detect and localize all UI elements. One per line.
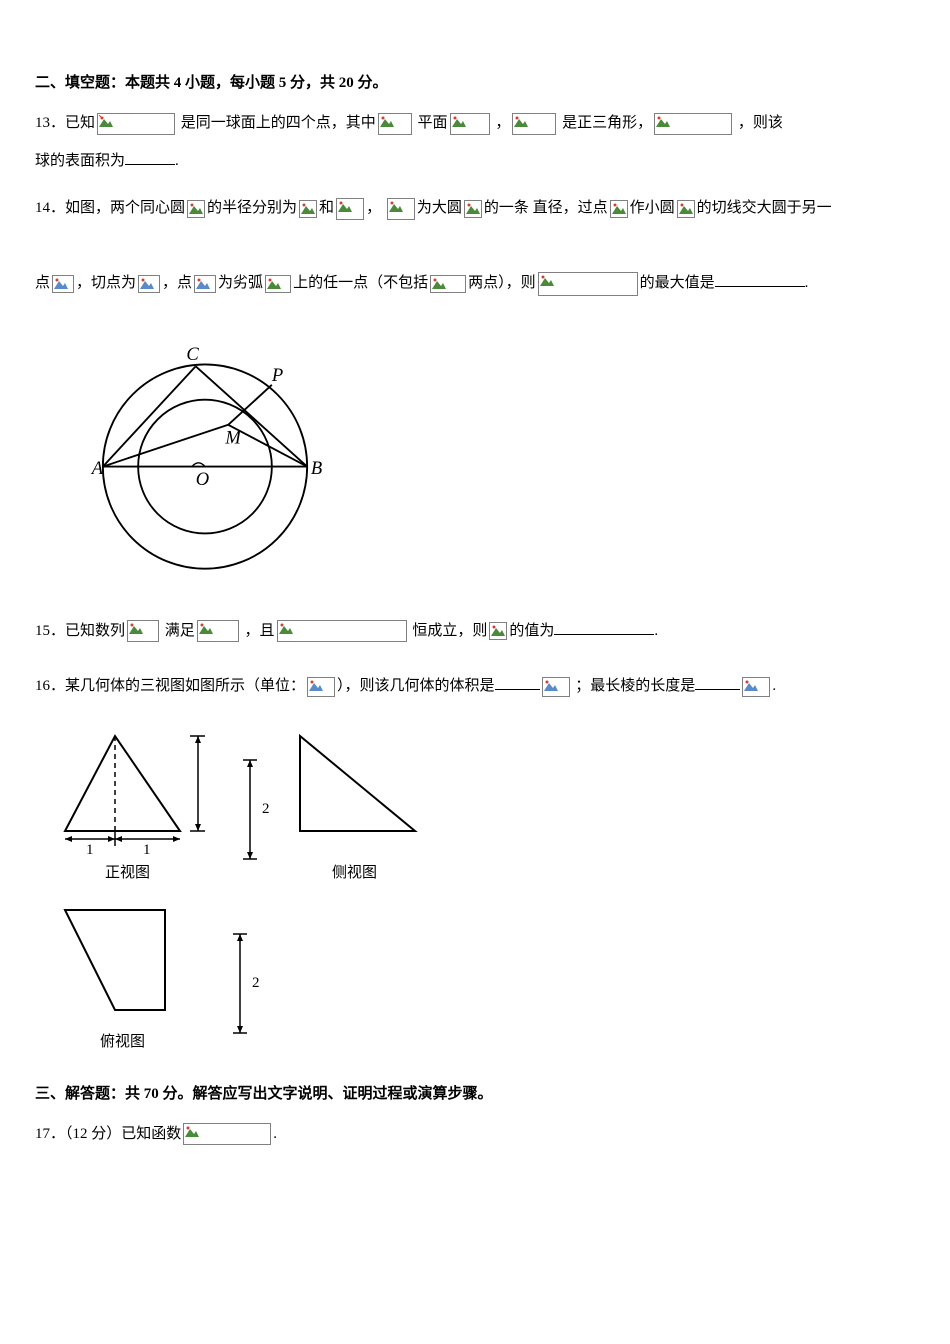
q15-t1: 已知数列 <box>65 623 125 639</box>
q13-l2b: . <box>175 153 179 169</box>
q14-l2b: ，切点为 <box>76 275 136 291</box>
q14-l2e: 上的任一点（不包括 <box>293 275 428 291</box>
question-16: 16．某几何体的三视图如图所示（单位： ），则该几何体的体积是 ；最长棱的长度是. <box>35 668 915 706</box>
q14-t2: 的半径分别为 <box>207 200 297 216</box>
dim-1b: 1 <box>143 842 151 856</box>
question-17: 17．（12 分）已知函数. <box>35 1116 915 1154</box>
broken-formula-icon <box>450 113 490 135</box>
broken-formula-icon <box>187 200 205 218</box>
label-P: P <box>271 365 283 386</box>
broken-formula-icon <box>677 200 695 218</box>
answer-blank[interactable] <box>695 675 740 690</box>
q15-num: 15． <box>35 623 65 639</box>
broken-formula-icon <box>97 113 175 135</box>
q14-l2h: . <box>805 275 809 291</box>
q14-l2g: 的最大值是 <box>640 275 715 291</box>
label-A: A <box>90 458 104 479</box>
dim-2-top: 2 <box>252 970 260 997</box>
q14-l2c: ，点 <box>162 275 192 291</box>
question-14: 14．如图，两个同心圆 的半径分别为 和 ， 为大圆 的一条 直径，过点 作小圆 的切线交大… <box>35 190 915 303</box>
front-view-label: 正视图 <box>105 860 150 887</box>
broken-formula-icon <box>336 198 364 220</box>
broken-formula-icon <box>542 677 570 697</box>
label-O: O <box>196 469 209 490</box>
q17-num: 17． <box>35 1126 65 1142</box>
answer-blank[interactable] <box>495 675 540 690</box>
answer-blank[interactable] <box>125 150 175 165</box>
broken-formula-icon <box>538 272 638 296</box>
broken-formula-icon <box>277 620 407 642</box>
q13-t5: 是正三角形， <box>562 115 652 131</box>
label-B: B <box>311 458 322 479</box>
front-view-block: 1 1 2 正视图 <box>50 721 205 887</box>
top-view-label: 俯视图 <box>100 1029 145 1056</box>
q16-t3: ；最长棱的长度是 <box>575 678 695 694</box>
q14-num: 14． <box>35 200 65 216</box>
q14-t6: 的一条 直径，过点 <box>484 200 608 216</box>
section-2-header: 二、填空题：本题共 4 小题，每小题 5 分，共 20 分。 <box>35 70 915 97</box>
top-view-block: 俯视图 <box>50 895 195 1056</box>
q14-t4: ， <box>366 200 381 216</box>
q15-t6: . <box>654 623 658 639</box>
concentric-circle-diagram: A B C O M P <box>65 318 915 588</box>
side-view-block: 侧视图 <box>285 721 425 887</box>
q15-t3: ，且 <box>245 623 275 639</box>
q16-t1: 某几何体的三视图如图所示（单位： <box>65 678 305 694</box>
q14-l2d: 为劣弧 <box>218 275 263 291</box>
broken-formula-icon <box>138 275 160 293</box>
broken-formula-icon <box>299 200 317 218</box>
broken-formula-icon <box>194 275 216 293</box>
q14-l2a: 点 <box>35 275 50 291</box>
broken-formula-icon <box>610 200 628 218</box>
broken-formula-icon <box>489 622 507 640</box>
answer-blank[interactable] <box>554 620 654 635</box>
q15-t4: 恒成立，则 <box>412 623 487 639</box>
q17-t2: . <box>273 1126 277 1142</box>
broken-formula-icon <box>430 275 466 293</box>
q13-t4: ， <box>495 115 510 131</box>
broken-formula-icon <box>378 113 412 135</box>
q14-t7: 作小圆 <box>630 200 675 216</box>
broken-formula-icon <box>512 113 556 135</box>
q13-num: 13． <box>35 115 65 131</box>
three-views-diagram: 1 1 2 正视图 2 <box>50 721 915 1056</box>
dim-2-front: 2 <box>262 796 270 823</box>
q16-t4: . <box>772 678 776 694</box>
q13-t1: 已知 <box>65 115 95 131</box>
broken-formula-icon <box>197 620 239 642</box>
answer-blank[interactable] <box>715 272 805 287</box>
q13-l2a: 球的表面积为 <box>35 153 125 169</box>
q13-t2: 是同一球面上的四个点，其中 <box>181 115 376 131</box>
broken-formula-icon <box>183 1123 271 1145</box>
q15-t2: 满足 <box>165 623 195 639</box>
broken-formula-icon <box>52 275 74 293</box>
q14-t3: 和 <box>319 200 334 216</box>
dim-1a: 1 <box>86 842 94 856</box>
q14-l2f: 两点），则 <box>468 275 536 291</box>
label-M: M <box>224 427 242 448</box>
broken-formula-icon <box>127 620 159 642</box>
broken-formula-icon <box>742 677 770 697</box>
broken-formula-icon <box>387 198 415 220</box>
q13-t6: ，则该 <box>738 115 783 131</box>
q13-t3: 平面 <box>418 115 448 131</box>
q16-t2: ），则该几何体的体积是 <box>337 678 495 694</box>
q14-t1: 如图，两个同心圆 <box>65 200 185 216</box>
broken-formula-icon <box>307 677 335 697</box>
q16-num: 16． <box>35 678 65 694</box>
q17-t1: （12 分）已知函数 <box>65 1126 181 1142</box>
q15-t5: 的值为 <box>509 623 554 639</box>
label-C: C <box>186 343 199 364</box>
side-view-label: 侧视图 <box>332 860 377 887</box>
question-13: 13．已知 是同一球面上的四个点，其中 平面 ， 是正三角形， ，则该 球的表面… <box>35 105 915 180</box>
section-3-header: 三、解答题：共 70 分。解答应写出文字说明、证明过程或演算步骤。 <box>35 1081 915 1108</box>
question-15: 15．已知数列 满足 ，且 恒成立，则 的值为. <box>35 613 915 651</box>
q14-t5: 为大圆 <box>417 200 462 216</box>
broken-formula-icon <box>265 275 291 293</box>
q14-t8: 的切线交大圆于另一 <box>697 200 832 216</box>
broken-formula-icon <box>654 113 732 135</box>
broken-formula-icon <box>464 200 482 218</box>
